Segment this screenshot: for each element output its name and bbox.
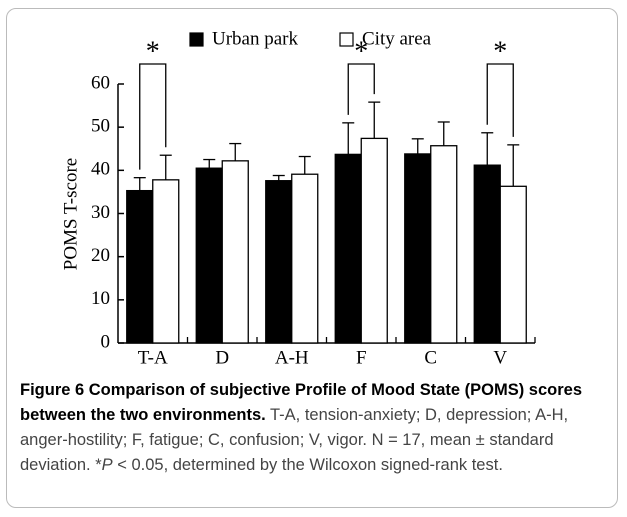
y-tick-label: 60 — [91, 72, 110, 93]
significance-bracket — [139, 63, 167, 170]
y-tick-label: 0 — [101, 331, 111, 352]
bar — [360, 137, 388, 344]
caption-italic: P — [101, 456, 113, 474]
y-axis-label: POMS T-score — [60, 158, 81, 270]
bar — [499, 185, 527, 344]
significance-mark: * — [354, 36, 368, 67]
chart: POMS T-score 0 10 20 30 40 50 60 Urban park City… — [60, 28, 536, 368]
bar — [404, 153, 432, 344]
significance-mark: * — [146, 36, 160, 67]
bar — [265, 180, 293, 344]
legend-label: Urban park — [212, 28, 298, 49]
bar — [152, 179, 180, 344]
bar — [195, 167, 223, 344]
legend-label: City area — [362, 28, 432, 49]
bar — [430, 145, 458, 344]
y-tick-label: 30 — [91, 202, 110, 223]
caption-title: Figure 6 Comparison of subjective Profil… — [20, 381, 583, 424]
bar — [473, 164, 501, 344]
significance-mark: * — [493, 36, 507, 67]
bar — [221, 160, 249, 344]
legend-swatch — [339, 32, 354, 47]
y-tick-label: 50 — [91, 116, 110, 137]
x-tick-label: V — [493, 347, 507, 368]
bar — [291, 173, 319, 344]
x-tick-label: C — [424, 347, 437, 368]
bar — [334, 153, 362, 344]
legend-swatch — [189, 32, 204, 47]
significance-bracket — [347, 63, 375, 115]
bar — [126, 189, 154, 344]
caption-text-end: < 0.05, determined by the Wilcoxon signe… — [112, 456, 503, 474]
x-tick-label: T-A — [138, 347, 168, 368]
y-tick-label: 40 — [91, 159, 110, 180]
caption-text: T-A, tension-anxiety; D, depression; A-H… — [20, 406, 569, 474]
x-tick-label: D — [215, 347, 229, 368]
significance-bracket — [486, 63, 514, 137]
figure-frame — [6, 8, 618, 508]
y-tick-label: 20 — [91, 245, 110, 266]
x-tick-label: A-H — [275, 347, 309, 368]
caption: Figure 6 Comparison of subjective Profil… — [20, 378, 615, 478]
y-tick-label: 10 — [91, 288, 110, 309]
x-tick-label: F — [356, 347, 367, 368]
